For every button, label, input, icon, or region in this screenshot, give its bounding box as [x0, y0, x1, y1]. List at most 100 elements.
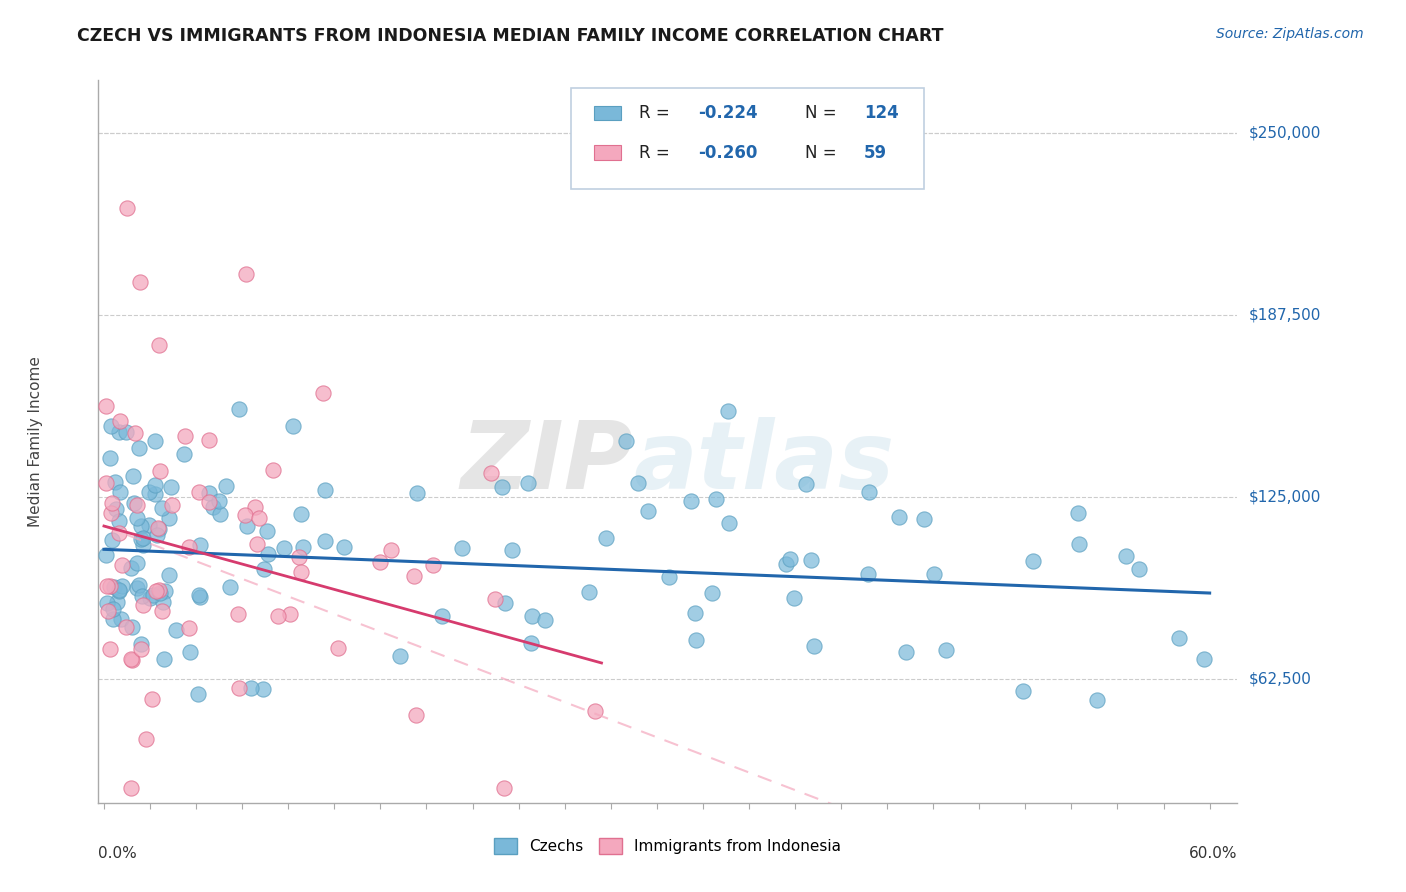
- Point: [215, 479, 238, 493]
- Point: [312, 386, 335, 401]
- Point: [115, 201, 138, 215]
- Point: [380, 542, 402, 557]
- Text: -0.260: -0.260: [699, 144, 758, 161]
- Point: [235, 518, 257, 533]
- Point: [129, 637, 152, 651]
- Point: [800, 553, 823, 567]
- Point: [627, 475, 650, 490]
- Point: [115, 425, 138, 439]
- Point: [484, 591, 506, 606]
- Text: -0.224: -0.224: [699, 103, 758, 122]
- Point: [208, 494, 231, 508]
- Point: [198, 494, 221, 508]
- Point: [595, 531, 617, 545]
- Point: [292, 540, 315, 554]
- Point: [111, 579, 134, 593]
- Point: [101, 601, 124, 615]
- Point: [107, 425, 129, 440]
- Point: [128, 441, 150, 455]
- Point: [314, 483, 336, 497]
- Point: [451, 541, 474, 555]
- Point: [145, 583, 167, 598]
- Point: [125, 498, 148, 512]
- Point: [155, 583, 177, 598]
- Text: $125,000: $125,000: [1249, 490, 1320, 504]
- Point: [190, 590, 212, 604]
- Point: [779, 552, 801, 566]
- Point: [1168, 632, 1191, 646]
- Point: [912, 512, 935, 526]
- Point: [501, 542, 523, 557]
- Point: [796, 476, 818, 491]
- Point: [583, 704, 606, 718]
- Point: [110, 414, 132, 428]
- Point: [198, 433, 221, 447]
- Point: [177, 540, 200, 554]
- Text: 60.0%: 60.0%: [1189, 847, 1237, 861]
- Point: [152, 604, 174, 618]
- Point: [201, 500, 224, 514]
- Point: [101, 533, 124, 547]
- Point: [142, 588, 165, 602]
- Point: [616, 434, 638, 448]
- Point: [96, 596, 118, 610]
- Point: [97, 604, 120, 618]
- Text: Source: ZipAtlas.com: Source: ZipAtlas.com: [1216, 27, 1364, 41]
- Point: [174, 429, 197, 443]
- Point: [149, 465, 172, 479]
- Point: [132, 538, 155, 552]
- Point: [94, 548, 117, 562]
- Point: [111, 558, 134, 573]
- Point: [120, 781, 142, 796]
- Point: [388, 649, 411, 664]
- Point: [858, 484, 880, 499]
- Point: [100, 496, 122, 510]
- Point: [138, 485, 160, 500]
- FancyBboxPatch shape: [593, 145, 620, 160]
- Text: 59: 59: [863, 144, 887, 161]
- Point: [127, 556, 149, 570]
- Point: [148, 338, 170, 352]
- Point: [404, 568, 426, 582]
- Point: [148, 583, 170, 598]
- Point: [173, 447, 195, 461]
- Point: [121, 468, 143, 483]
- Point: [775, 557, 797, 571]
- Point: [198, 485, 221, 500]
- Point: [283, 418, 305, 433]
- Point: [494, 596, 516, 610]
- Point: [105, 501, 128, 516]
- Point: [1192, 652, 1215, 666]
- Point: [160, 480, 183, 494]
- Text: 124: 124: [863, 103, 898, 122]
- Point: [422, 558, 444, 573]
- Point: [717, 516, 740, 531]
- Point: [267, 608, 290, 623]
- Point: [139, 591, 162, 606]
- Point: [683, 606, 706, 620]
- Point: [128, 276, 150, 290]
- Point: [1069, 536, 1091, 550]
- Point: [228, 402, 250, 417]
- Text: $62,500: $62,500: [1249, 672, 1312, 687]
- Point: [100, 506, 122, 520]
- Point: [290, 508, 312, 522]
- Point: [803, 639, 825, 653]
- Point: [149, 586, 172, 600]
- Point: [152, 595, 174, 609]
- Point: [138, 518, 160, 533]
- Point: [104, 475, 127, 489]
- FancyBboxPatch shape: [571, 87, 924, 189]
- Point: [226, 607, 249, 622]
- Point: [141, 692, 163, 706]
- Point: [179, 645, 201, 659]
- Point: [889, 510, 911, 524]
- Point: [128, 578, 150, 592]
- Point: [148, 523, 170, 537]
- Point: [894, 645, 917, 659]
- Point: [110, 612, 132, 626]
- Point: [430, 609, 453, 624]
- Point: [278, 607, 301, 621]
- Text: N =: N =: [804, 103, 841, 122]
- Point: [257, 547, 280, 561]
